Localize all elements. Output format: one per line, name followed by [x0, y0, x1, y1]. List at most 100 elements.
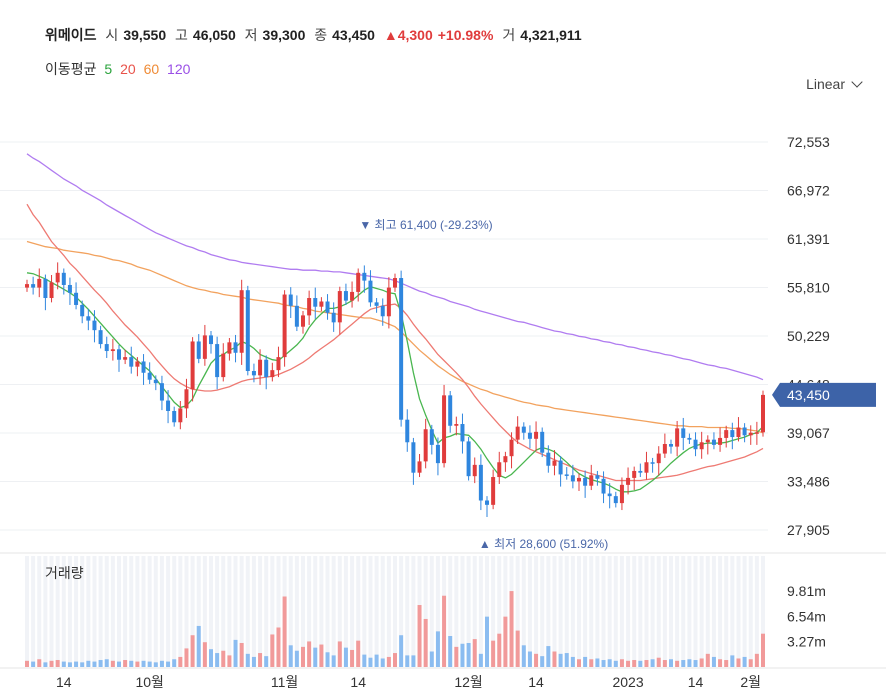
candle-body: [110, 349, 115, 352]
candle-body: [454, 424, 459, 426]
volume-bar: [442, 595, 447, 667]
volume-bar: [147, 661, 152, 667]
volume-bar: [583, 656, 588, 667]
volume-bar: [503, 616, 508, 667]
volume-bar: [276, 627, 281, 667]
candle-body: [380, 305, 385, 317]
volume-bar: [350, 649, 355, 667]
volume-bar: [527, 651, 532, 667]
candle-body: [748, 432, 753, 436]
candle-body: [662, 444, 667, 454]
candle-body: [178, 408, 183, 423]
candle-body: [55, 272, 60, 283]
ma-legend-120[interactable]: 120: [167, 61, 191, 77]
volume-bar: [595, 658, 600, 667]
volume-bar: [166, 661, 171, 667]
time-tick-label: 14: [350, 674, 366, 690]
scale-selector[interactable]: Linear: [806, 76, 863, 92]
volume-bar: [570, 656, 575, 667]
volume-bar: [221, 650, 226, 667]
low-value: 39,300: [262, 27, 306, 43]
candle-body: [448, 395, 453, 426]
candle-body: [362, 272, 367, 281]
candle-body: [460, 424, 465, 442]
volume-bar: [227, 655, 232, 667]
volume-panel-label: 거래량: [45, 565, 84, 581]
candle-body: [98, 330, 103, 345]
candle-body: [577, 477, 581, 482]
volume-bar: [386, 656, 391, 667]
ma-legend-5[interactable]: 5: [104, 61, 113, 77]
candle-body: [515, 426, 520, 440]
ma60-line: [26, 240, 764, 434]
volume-bar: [515, 630, 520, 667]
candle-body: [92, 320, 97, 331]
candle-body: [356, 272, 361, 292]
time-tick-label: 11월: [271, 674, 298, 690]
price-tick-label: 72,553: [787, 134, 830, 150]
volume-bar: [564, 653, 569, 667]
candle-body: [546, 452, 551, 466]
candle-body: [74, 292, 79, 305]
volume-bar: [607, 659, 612, 667]
candle-body: [478, 464, 483, 501]
volume-bar: [411, 655, 416, 667]
candle-body: [80, 304, 85, 317]
volume-bar: [540, 656, 545, 667]
high-value: 46,050: [192, 27, 236, 43]
volume-bar: [67, 662, 72, 667]
candle-body: [705, 439, 710, 443]
volume-bar: [448, 636, 453, 667]
volume-bar: [61, 661, 66, 667]
volume-bar: [343, 647, 348, 667]
volume-bar: [718, 659, 723, 667]
candle-body: [239, 290, 244, 353]
candle-body: [669, 444, 673, 447]
candle-body: [221, 353, 226, 378]
volume-bar: [184, 648, 189, 667]
volume-bar: [509, 591, 514, 667]
volume-bar: [74, 661, 79, 667]
volume-bar: [37, 659, 42, 667]
stock-name: 위메이드: [45, 27, 97, 43]
candle-body: [67, 284, 72, 293]
volume-bar: [196, 625, 201, 667]
ma-legend-60[interactable]: 60: [143, 61, 160, 77]
time-tick-label: 14: [688, 674, 704, 690]
candle-body: [417, 461, 422, 473]
candle-body: [687, 437, 692, 440]
candle-body: [129, 357, 134, 367]
volume-bar: [601, 660, 606, 667]
candle-body: [288, 294, 293, 306]
volume-tick-label: 6.54m: [787, 608, 826, 624]
candle-body: [607, 493, 612, 497]
volume-bar: [754, 653, 759, 667]
candle-body: [724, 430, 729, 438]
time-tick-label: 2월: [740, 674, 761, 690]
candle-body: [761, 394, 765, 433]
candle-body: [25, 284, 29, 288]
candle-body: [104, 344, 109, 352]
volume-bar: [141, 660, 146, 667]
candle-body: [166, 400, 171, 411]
volume-bar: [129, 660, 134, 667]
scale-selector-value: Linear: [806, 76, 845, 92]
volume-bar: [245, 653, 250, 667]
price-tick-label: 33,486: [787, 474, 830, 490]
candle-body: [754, 432, 759, 434]
volume-bar: [736, 658, 741, 667]
volume-bar: [282, 596, 287, 667]
ma-legend-20[interactable]: 20: [120, 61, 136, 77]
volume-bar: [656, 657, 661, 667]
time-tick-label: 12월: [454, 674, 482, 690]
volume-bar: [693, 660, 698, 667]
candle-body: [675, 428, 680, 447]
volume-bar: [724, 660, 729, 667]
candle-body: [307, 298, 312, 316]
candle-body: [399, 278, 404, 420]
volume-bar: [374, 654, 379, 667]
volume-bar: [619, 659, 624, 667]
candle-body: [442, 395, 447, 464]
volume-bar: [307, 641, 312, 667]
